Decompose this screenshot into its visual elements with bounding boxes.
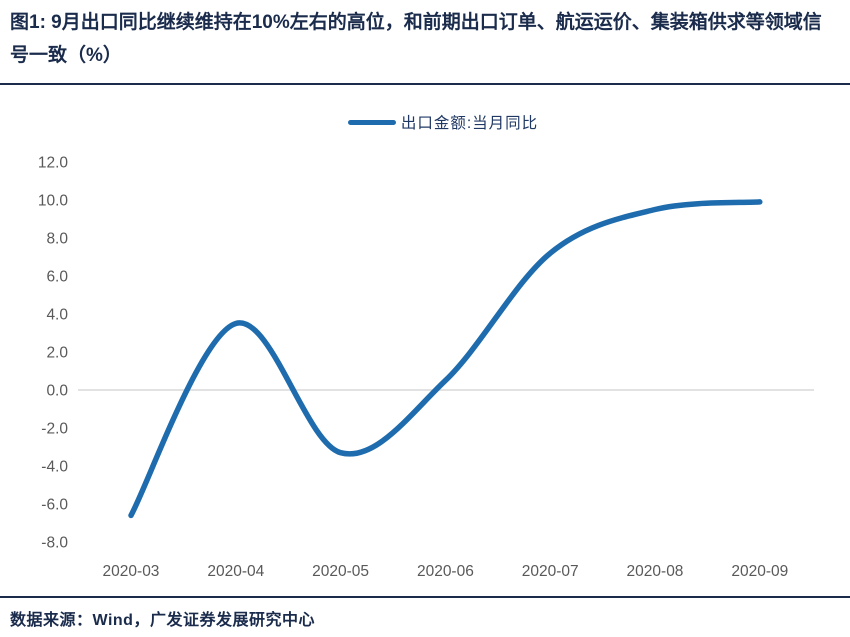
- figure-title: 图1: 9月出口同比继续维持在10%左右的高位，和前期出口订单、航运运价、集装箱…: [10, 12, 822, 67]
- x-axis-tick-label: 2020-08: [627, 563, 684, 580]
- x-axis-tick-label: 2020-05: [312, 563, 369, 580]
- legend-line-swatch: [347, 119, 396, 125]
- y-axis-tick-label: 10.0: [38, 192, 69, 209]
- y-axis-tick-label: 12.0: [38, 154, 69, 171]
- footer-divider: [0, 596, 850, 598]
- x-axis-tick-label: 2020-04: [207, 563, 264, 580]
- chart-legend: 出口金额:当月同比: [18, 111, 850, 133]
- y-axis-tick-label: 4.0: [46, 306, 68, 323]
- y-axis-tick-label: -6.0: [41, 496, 68, 513]
- series-line-export-yoy: [128, 199, 763, 519]
- data-source-note: 数据来源：Wind，广发证券发展研究中心: [10, 612, 315, 629]
- y-axis-tick-label: -2.0: [41, 420, 68, 437]
- x-axis-tick-label: 2020-09: [731, 563, 788, 580]
- y-axis-tick-label: 2.0: [46, 344, 68, 361]
- y-axis-tick-label: 6.0: [46, 268, 68, 285]
- x-axis-tick-label: 2020-07: [522, 563, 579, 580]
- legend-series-label: 出口金额:当月同比: [400, 115, 539, 132]
- x-axis-tick-label: 2020-03: [103, 563, 160, 580]
- x-axis-tick-label: 2020-06: [417, 563, 474, 580]
- y-axis-tick-label: -8.0: [41, 534, 68, 551]
- title-divider: [0, 83, 850, 85]
- y-axis-tick-label: 0.0: [46, 382, 68, 399]
- y-axis-tick-label: 8.0: [46, 230, 68, 247]
- y-axis-tick-label: -4.0: [41, 458, 68, 475]
